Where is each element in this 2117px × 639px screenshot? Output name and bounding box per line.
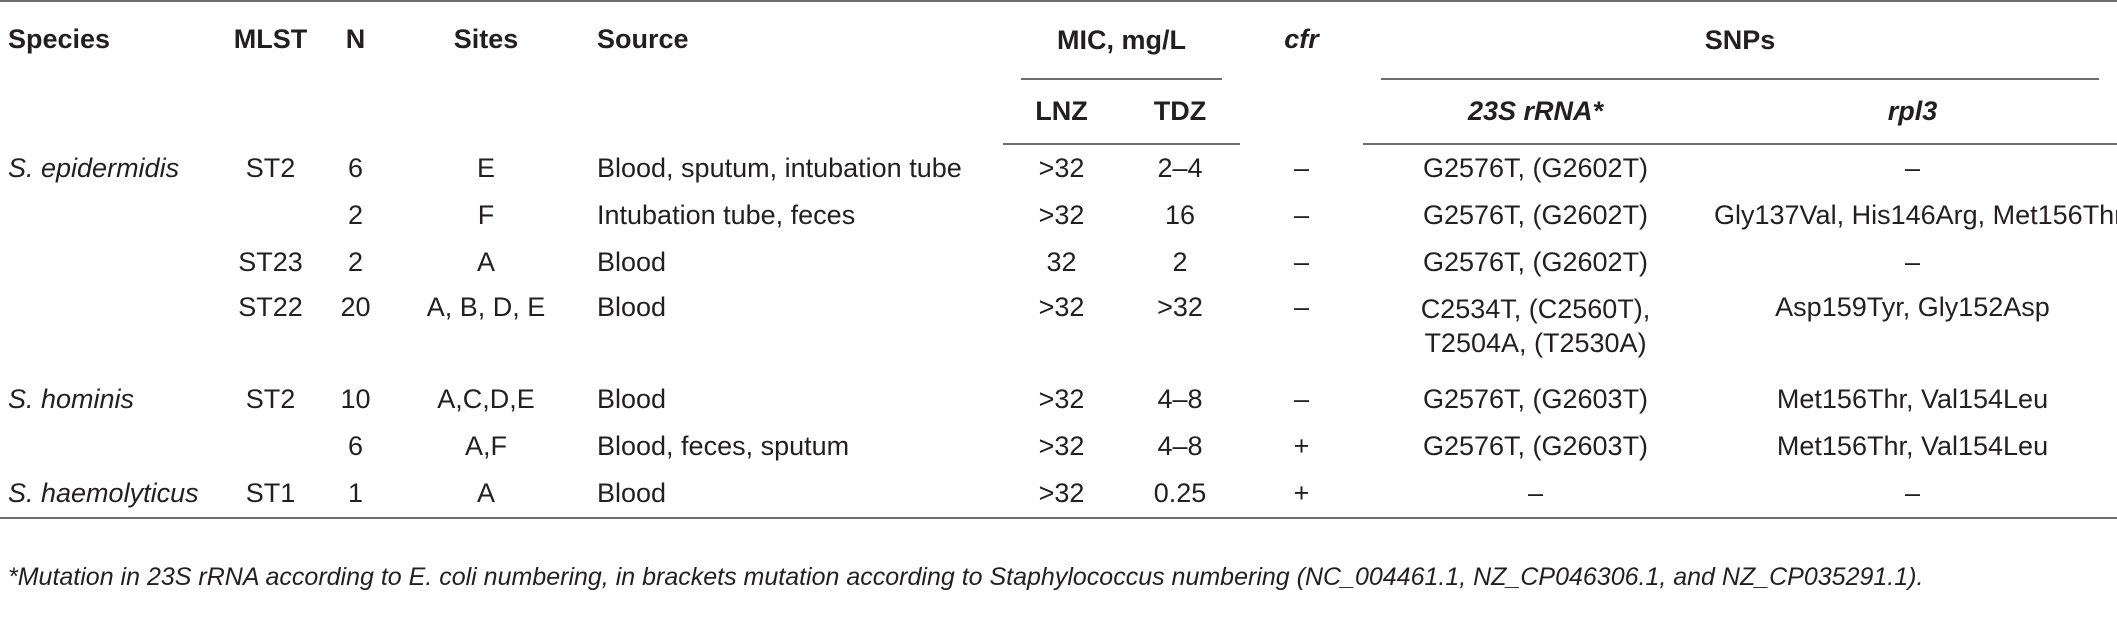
cell-species: [0, 286, 213, 376]
cell-cfr: –: [1293, 200, 1310, 230]
data-table: Species MLST N Sites Source MIC, mg/L cf…: [0, 0, 2117, 519]
cell-rpl3: Met156Thr, Val154Leu: [1776, 384, 2049, 414]
cell-lnz: >32: [1038, 153, 1085, 183]
cell-23s-rrna: G2576T, (G2602T): [1422, 247, 1649, 277]
cell-lnz: >32: [1038, 431, 1085, 461]
header-row-2: LNZ TDZ 23S rRNA* rpl3: [0, 79, 2117, 145]
cell-source: Blood, feces, sputum: [597, 431, 850, 461]
cell-mlst: ST2: [245, 152, 296, 183]
table-row: S. hominis ST2 10 A,C,D,E Blood >32 4–8 …: [0, 376, 2117, 423]
cell-species: [0, 239, 213, 286]
cell-rpl3: –: [1904, 247, 1921, 277]
header-row-1: Species MLST N Sites Source MIC, mg/L cf…: [0, 0, 2117, 144]
cell-tdz: >32: [1157, 292, 1203, 322]
cell-lnz: >32: [1038, 200, 1085, 230]
cell-source: Blood: [597, 384, 667, 414]
cell-tdz: 4–8: [1157, 384, 1203, 414]
header-snps: SNPs: [1363, 0, 2117, 81]
cell-n: 6: [347, 431, 364, 461]
header-rpl3: rpl3: [1708, 79, 2117, 145]
cell-cfr: –: [1293, 247, 1310, 277]
cell-23s-rrna-line-1: C2534T, (C2560T),: [1420, 294, 1651, 324]
header-cfr: cfr: [1240, 0, 1363, 144]
cell-sites: A: [383, 470, 589, 519]
table-footnote: *Mutation in 23S rRNA according to E. co…: [8, 563, 1924, 591]
table-row: S. epidermidis ST2 6 E Blood, sputum, in…: [0, 144, 2117, 192]
cell-mlst: ST1: [213, 470, 328, 519]
cell-sites: A, B, D, E: [426, 292, 546, 322]
cell-sites: A,C,D,E: [437, 384, 535, 414]
cell-species: S. haemolyticus: [0, 470, 213, 519]
cell-cfr: –: [1293, 292, 1310, 322]
cell-cfr: –: [1293, 152, 1310, 183]
cell-source: Blood: [597, 247, 667, 277]
table-row: S. haemolyticus ST1 1 A Blood >32 0.25 +…: [0, 470, 2117, 519]
header-23s-rrna: 23S rRNA*: [1363, 79, 1708, 145]
cell-sites: A: [476, 247, 495, 277]
cell-sites: A,F: [464, 431, 507, 461]
cell-lnz: >32: [1003, 470, 1120, 519]
cell-23s-rrna: –: [1363, 470, 1708, 519]
cell-cfr: –: [1293, 384, 1310, 414]
cell-rpl3: Met156Thr, Val154Leu: [1776, 431, 2049, 461]
cell-cfr: +: [1293, 431, 1310, 461]
cell-sites: E: [476, 152, 495, 183]
cell-species: S. hominis: [8, 384, 135, 414]
cell-23s-rrna: G2576T, (G2602T): [1422, 200, 1649, 230]
cell-rpl3: –: [1904, 153, 1921, 183]
cell-source: Blood, sputum, intubation tube: [597, 152, 962, 183]
cell-species: [0, 423, 213, 470]
cell-n: 20: [340, 292, 371, 322]
cell-tdz: 2–4: [1157, 153, 1203, 183]
table-row: 2 F Intubation tube, feces >32 16 – G257…: [0, 192, 2117, 239]
cell-n: 1: [328, 470, 383, 519]
cell-23s-rrna: C2534T, (C2560T), T2504A, (T2530A): [1363, 286, 1708, 376]
header-species: Species: [0, 0, 213, 144]
cell-cfr: +: [1240, 470, 1363, 519]
table-row: ST22 20 A, B, D, E Blood >32 >32 – C2534…: [0, 286, 2117, 376]
cell-23s-rrna: G2576T, (G2603T): [1422, 431, 1649, 461]
cell-n: 2: [347, 200, 364, 230]
cell-sites: F: [477, 200, 495, 230]
cell-rpl3: Gly137Val, His146Arg, Met156Thr: [1714, 200, 2117, 230]
header-n: N: [328, 0, 383, 144]
cell-23s-rrna: G2576T, (G2602T): [1422, 153, 1649, 183]
cell-rpl3: –: [1708, 470, 2117, 519]
cell-source: Blood: [597, 292, 667, 322]
cell-rpl3: Asp159Tyr, Gly152Asp: [1775, 292, 2050, 322]
header-tdz: TDZ: [1120, 79, 1240, 145]
cell-lnz: >32: [1038, 384, 1085, 414]
header-mlst: MLST: [213, 0, 328, 144]
cell-mlst: ST2: [245, 384, 296, 414]
cell-n: 6: [347, 152, 364, 183]
cell-mlst: ST23: [238, 247, 303, 277]
cell-23s-rrna: G2576T, (G2603T): [1422, 384, 1649, 414]
cell-23s-rrna-line-2: T2504A, (T2530A): [1424, 328, 1647, 358]
cell-tdz: 4–8: [1157, 431, 1203, 461]
cell-n: 10: [340, 384, 371, 414]
header-lnz: LNZ: [1003, 79, 1120, 145]
cell-lnz: 32: [1046, 247, 1077, 277]
cell-tdz: 16: [1164, 200, 1196, 230]
cell-lnz: >32: [1038, 292, 1085, 322]
cell-n: 2: [347, 247, 364, 277]
cell-mlst: [213, 192, 328, 239]
table-row: 6 A,F Blood, feces, sputum >32 4–8 + G25…: [0, 423, 2117, 470]
header-sites: Sites: [383, 0, 589, 144]
cell-source: Intubation tube, feces: [597, 200, 856, 230]
table-row: ST23 2 A Blood 32 2 – G2576T, (G2602T) –: [0, 239, 2117, 286]
cell-species: [0, 192, 213, 239]
header-source: Source: [589, 0, 1003, 144]
cell-mlst: ST22: [238, 292, 303, 322]
cell-tdz: 2: [1172, 247, 1188, 277]
cell-species: S. epidermidis: [8, 152, 180, 183]
cell-source: Blood: [589, 470, 1003, 519]
header-mic: MIC, mg/L: [1003, 0, 1240, 81]
cell-tdz: 0.25: [1120, 470, 1240, 519]
cell-mlst: [213, 423, 328, 470]
